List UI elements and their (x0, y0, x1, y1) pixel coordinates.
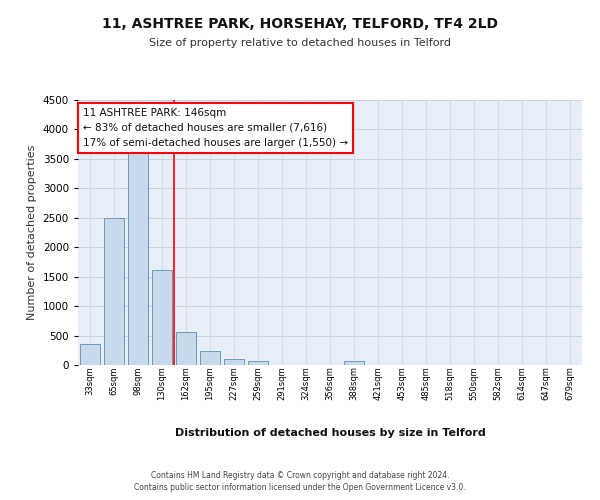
Bar (176, 332, 196, 365)
Text: Distribution of detached houses by size in Telford: Distribution of detached houses by size … (175, 428, 485, 438)
Bar (128, 144, 148, 365)
Bar (200, 352, 220, 365)
Y-axis label: Number of detached properties: Number of detached properties (27, 145, 37, 320)
Bar (152, 270, 172, 365)
Bar (248, 361, 268, 365)
Text: Contains HM Land Registry data © Crown copyright and database right 2024.
Contai: Contains HM Land Registry data © Crown c… (134, 471, 466, 492)
Bar (224, 358, 244, 365)
Bar (80, 344, 100, 365)
Text: 11 ASHTREE PARK: 146sqm
← 83% of detached houses are smaller (7,616)
17% of semi: 11 ASHTREE PARK: 146sqm ← 83% of detache… (83, 108, 348, 148)
Text: 11, ASHTREE PARK, HORSEHAY, TELFORD, TF4 2LD: 11, ASHTREE PARK, HORSEHAY, TELFORD, TF4… (102, 18, 498, 32)
Bar (104, 218, 124, 365)
Bar (344, 362, 364, 365)
Text: Size of property relative to detached houses in Telford: Size of property relative to detached ho… (149, 38, 451, 48)
